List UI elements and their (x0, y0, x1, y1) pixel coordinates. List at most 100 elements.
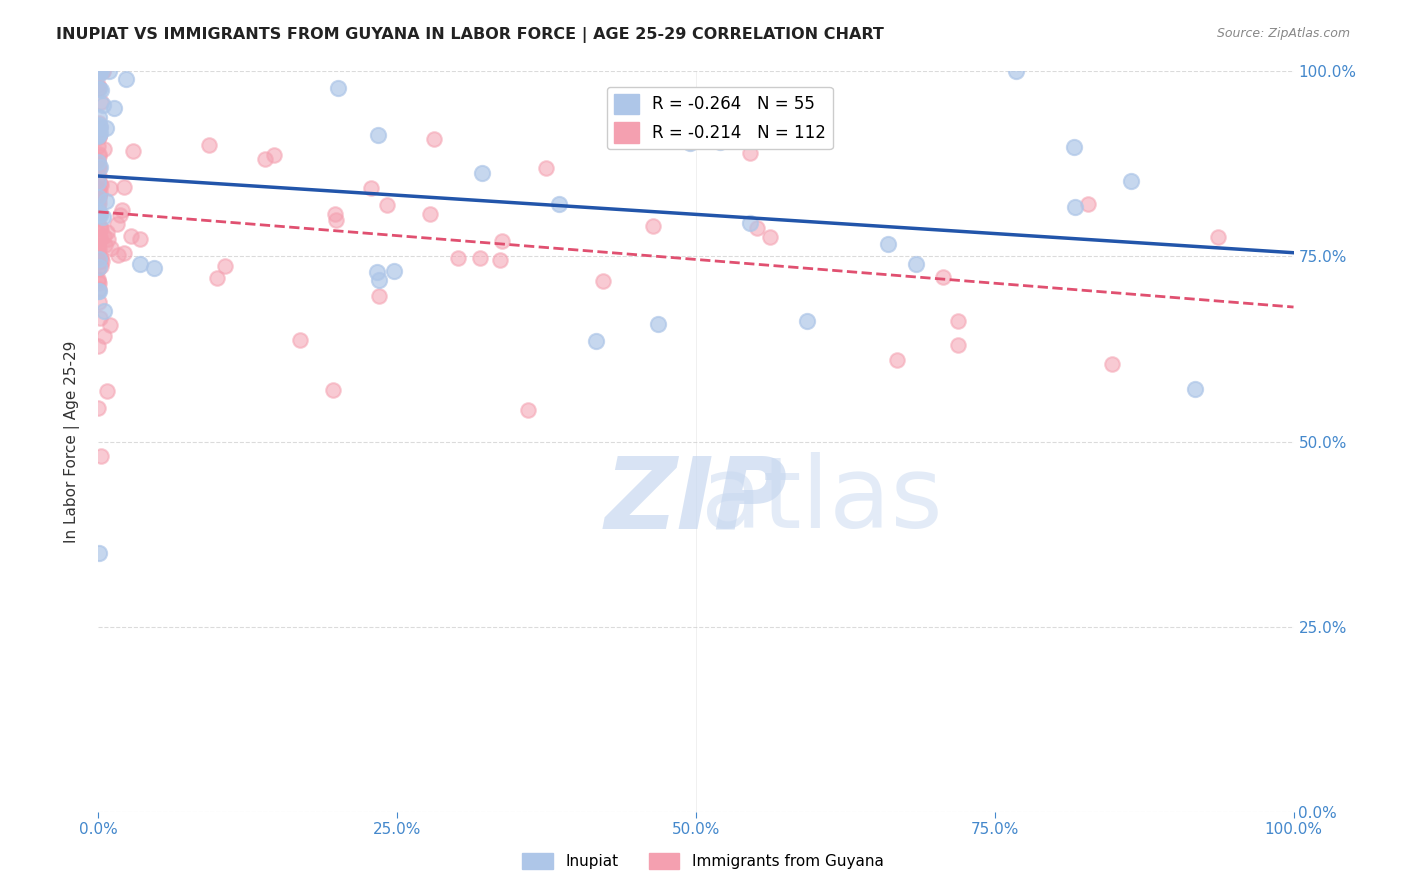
Point (90, 95, 112, 109)
Point (886, 352, 908, 367)
Point (758, 230, 780, 244)
Point (93, 64, 115, 78)
Point (948, 338, 970, 352)
Point (87, 255, 110, 269)
Point (322, 383, 344, 397)
Point (91, 211, 114, 225)
Point (263, 148, 285, 162)
Point (323, 207, 346, 221)
Point (382, 264, 405, 278)
Point (97, 64, 120, 78)
Point (107, 248, 129, 262)
Point (1119, 174, 1142, 188)
Point (87, 80, 110, 95)
Point (547, 196, 569, 211)
Point (491, 234, 513, 248)
Point (87, 260, 110, 275)
Point (98, 318, 121, 332)
Point (87, 188, 110, 202)
Point (87, 272, 110, 286)
Point (709, 135, 731, 149)
Point (87, 274, 110, 288)
Point (87, 252, 110, 266)
Point (1063, 200, 1085, 214)
Point (87, 64, 110, 78)
Point (89, 220, 111, 235)
Point (87, 157, 110, 171)
Point (1208, 230, 1230, 244)
Point (87, 242, 110, 256)
Point (1101, 357, 1123, 371)
Point (93, 303, 115, 318)
Point (87, 64, 110, 78)
Point (87, 64, 110, 78)
Point (128, 257, 150, 271)
Point (214, 260, 236, 274)
Point (87, 130, 110, 145)
Point (796, 314, 818, 328)
Point (87, 294, 110, 309)
Point (103, 101, 125, 115)
Point (89, 232, 111, 246)
Point (114, 71, 136, 86)
Point (89, 177, 111, 191)
Point (111, 203, 134, 218)
Point (360, 181, 382, 195)
Point (876, 237, 898, 252)
Point (87, 277, 110, 291)
Point (87, 181, 110, 195)
Point (87, 169, 110, 183)
Legend: Inupiat, Immigrants from Guyana: Inupiat, Immigrants from Guyana (516, 847, 890, 875)
Legend: R = -0.264   N = 55, R = -0.214   N = 112: R = -0.264 N = 55, R = -0.214 N = 112 (607, 87, 832, 150)
Point (87, 175, 110, 189)
Point (87, 190, 110, 204)
Point (87, 78, 110, 92)
Point (87, 149, 110, 163)
Point (90, 178, 112, 192)
Point (367, 128, 389, 142)
Point (87, 238, 110, 252)
Point (96, 121, 118, 136)
Point (87, 128, 110, 142)
Point (89, 120, 111, 134)
Point (904, 257, 927, 271)
Point (419, 207, 441, 221)
Point (87, 161, 110, 176)
Point (94, 237, 117, 252)
Point (89, 120, 111, 135)
Point (87, 64, 110, 78)
Point (93, 142, 115, 156)
Point (87, 282, 110, 296)
Point (325, 212, 347, 227)
Point (87, 128, 110, 142)
Point (288, 334, 311, 348)
Point (740, 146, 762, 161)
Point (105, 217, 128, 231)
Point (90, 64, 112, 78)
Point (470, 251, 492, 265)
Point (198, 137, 221, 152)
Point (447, 251, 470, 265)
Point (89, 208, 111, 222)
Point (87, 198, 110, 212)
Point (108, 209, 131, 223)
Point (93, 329, 115, 343)
Point (471, 166, 494, 180)
Point (585, 334, 607, 348)
Point (87, 121, 110, 136)
Point (87, 128, 110, 143)
Point (488, 253, 510, 268)
Point (89, 159, 111, 173)
Point (738, 215, 761, 229)
Point (643, 219, 665, 234)
Point (1005, 64, 1028, 78)
Point (87, 147, 110, 161)
Point (87, 339, 110, 353)
Point (87, 401, 110, 415)
Point (89, 546, 111, 560)
Point (91, 64, 114, 78)
Point (87, 155, 110, 169)
Point (366, 265, 388, 279)
Point (89, 126, 111, 140)
Point (89, 310, 111, 325)
